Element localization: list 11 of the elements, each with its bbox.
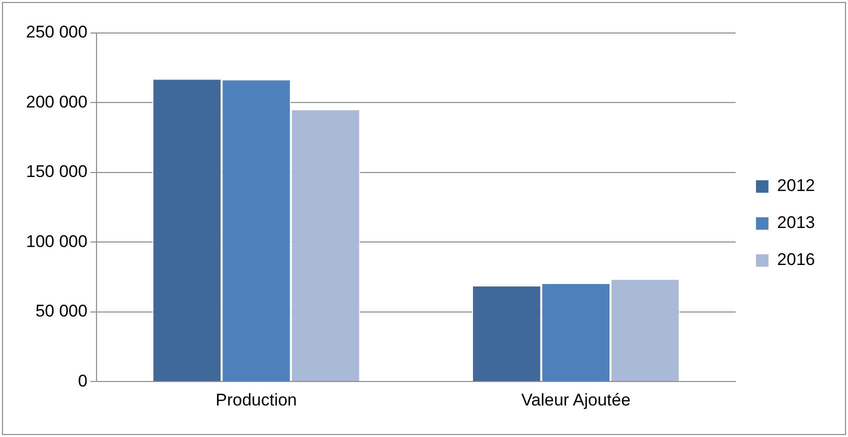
legend-label: 2013 — [777, 213, 816, 232]
y-tick-label: 150 000 — [26, 162, 88, 182]
legend-label: 2012 — [777, 176, 816, 196]
x-tick-label: Production — [216, 390, 297, 410]
y-tick-label: 0 — [78, 371, 88, 390]
y-tick-label: 200 000 — [26, 92, 88, 112]
x-tick-label: Valeur Ajoutée — [521, 390, 631, 410]
y-tick-label: 100 000 — [26, 232, 88, 251]
y-tick-label: 250 000 — [26, 22, 88, 42]
y-tick-label: 50 000 — [35, 302, 88, 321]
legend-label: 2016 — [777, 250, 816, 270]
